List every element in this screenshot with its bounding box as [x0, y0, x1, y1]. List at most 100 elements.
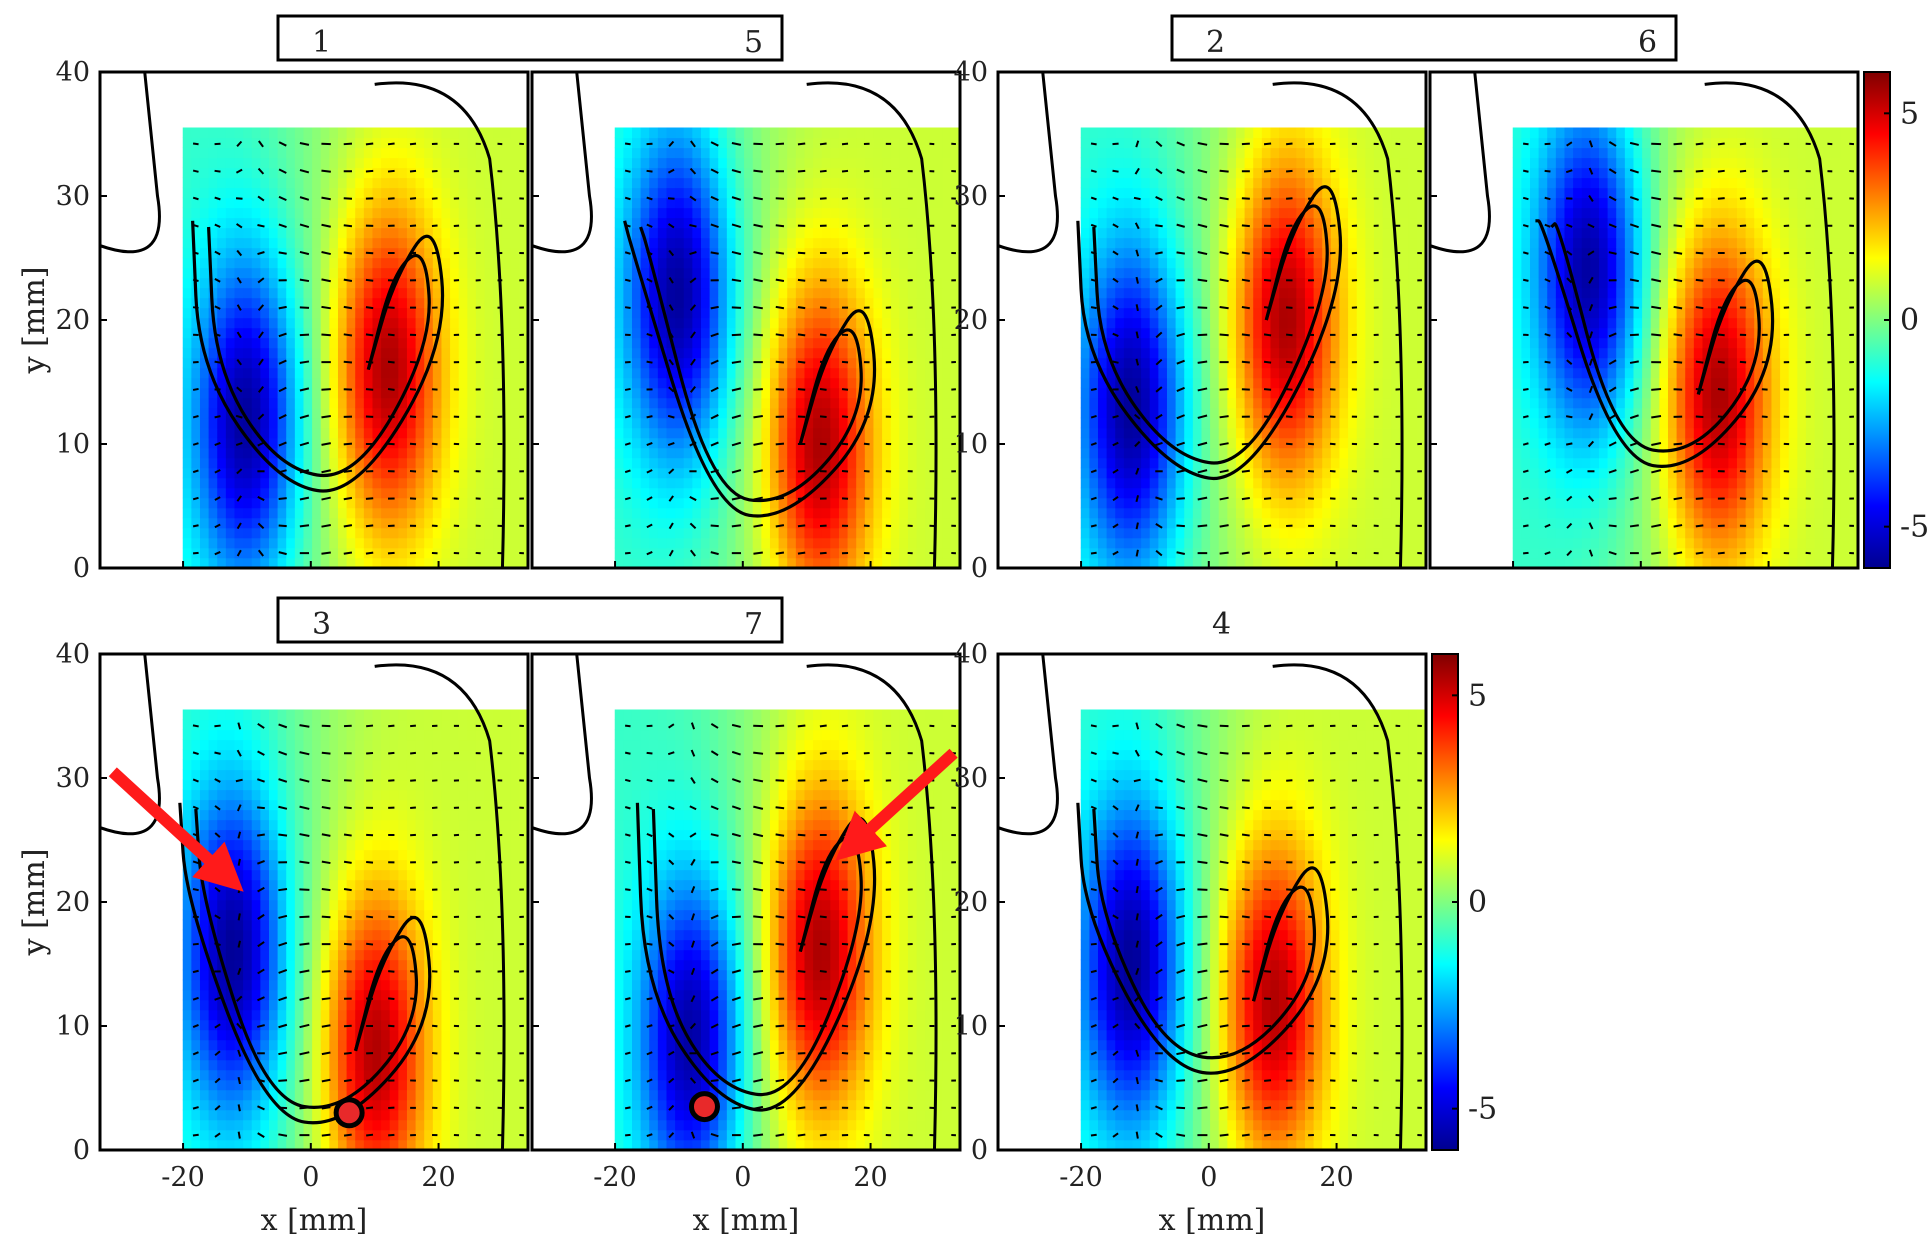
heat-cell — [769, 527, 780, 539]
heat-cell — [268, 267, 279, 279]
heat-cell — [683, 127, 693, 139]
heat-cell — [907, 487, 918, 499]
heat-cell — [225, 277, 236, 289]
heat-cell — [631, 197, 642, 209]
heat-cell — [675, 447, 685, 459]
heat-cell — [372, 227, 382, 239]
heat-cell — [432, 437, 443, 449]
heat-cell — [1106, 137, 1116, 149]
heat-cell — [709, 537, 719, 549]
heat-cell — [942, 357, 952, 369]
heat-cell — [475, 417, 486, 429]
heat-cell — [234, 197, 244, 209]
heat-cell — [830, 317, 840, 329]
velocity-vector — [299, 360, 310, 364]
heat-cell — [1175, 527, 1185, 539]
heat-cell — [208, 217, 218, 229]
velocity-vector — [710, 223, 719, 228]
heat-cell — [346, 297, 356, 309]
heat-cell — [432, 297, 443, 309]
heat-cell — [907, 437, 918, 449]
heat-cell — [1149, 367, 1159, 379]
heat-cell — [709, 367, 719, 379]
heat-cell — [268, 147, 279, 159]
heat-cell — [882, 507, 892, 519]
heat-cell — [260, 367, 270, 379]
heat-cell — [493, 157, 503, 169]
heat-cell — [1166, 147, 1177, 159]
heat-cell — [709, 167, 719, 179]
heat-cell — [1115, 187, 1125, 199]
heat-cell — [510, 187, 520, 199]
heat-cell — [856, 437, 866, 449]
heat-cell — [700, 187, 711, 199]
heat-cell — [199, 517, 210, 529]
heat-cell — [346, 417, 356, 429]
heat-cell — [251, 417, 261, 429]
heat-cell — [649, 327, 659, 339]
heat-cell — [821, 207, 831, 219]
heat-cell — [726, 287, 737, 299]
heat-cell — [847, 287, 857, 299]
velocity-vector — [689, 223, 697, 228]
heat-cell — [718, 187, 728, 199]
heat-cell — [1166, 427, 1177, 439]
heat-cell — [337, 337, 348, 349]
heat-cell — [208, 357, 218, 369]
velocity-vector — [236, 549, 242, 557]
heat-cell — [675, 177, 685, 189]
heat-cell — [234, 207, 244, 219]
heat-cell — [1106, 187, 1116, 199]
heat-cell — [916, 327, 926, 339]
heat-cell — [243, 337, 253, 349]
heat-cell — [225, 217, 236, 229]
heat-cell — [709, 427, 719, 439]
vorticity-contour — [191, 220, 445, 493]
heat-cell — [1175, 127, 1185, 139]
heat-cell — [821, 487, 831, 499]
heat-cell — [631, 297, 642, 309]
heat-cell — [251, 287, 261, 299]
heat-cell — [320, 257, 330, 269]
heat-cell — [208, 277, 218, 289]
heat-cell — [942, 167, 952, 179]
heat-cell — [1123, 297, 1134, 309]
heat-cell — [709, 557, 719, 568]
heat-cell — [890, 417, 900, 429]
heat-cell — [355, 537, 365, 549]
heat-cell — [458, 267, 468, 279]
heat-cell — [657, 457, 668, 469]
heat-cell — [1253, 157, 1263, 169]
heat-cell — [243, 257, 253, 269]
heat-cell — [441, 557, 451, 568]
heat-cell — [1192, 327, 1203, 339]
heat-cell — [337, 417, 348, 429]
heat-cell — [398, 237, 408, 249]
heat-cell — [631, 367, 642, 379]
heat-cell — [899, 257, 909, 269]
heat-cell — [649, 257, 659, 269]
heat-cell — [899, 477, 909, 489]
heat-cell — [501, 447, 512, 459]
heat-cell — [510, 517, 520, 529]
heat-cell — [735, 317, 745, 329]
heat-cell — [432, 347, 443, 359]
heat-cell — [225, 137, 236, 149]
heat-cell — [424, 507, 434, 519]
heat-cell — [294, 307, 305, 319]
heat-cell — [614, 477, 624, 489]
heat-cell — [346, 427, 356, 439]
heat-cell — [484, 507, 494, 519]
heat-cell — [337, 367, 348, 379]
heat-cell — [381, 187, 391, 199]
heat-cell — [795, 327, 806, 339]
heat-cell — [692, 357, 702, 369]
heat-cell — [1235, 197, 1246, 209]
heat-cell — [251, 157, 261, 169]
heat-cell — [821, 127, 831, 139]
heat-cell — [1106, 167, 1116, 179]
heat-cell — [208, 327, 218, 339]
heat-cell — [1210, 347, 1220, 359]
heat-cell — [882, 147, 892, 159]
heat-cell — [424, 217, 434, 229]
